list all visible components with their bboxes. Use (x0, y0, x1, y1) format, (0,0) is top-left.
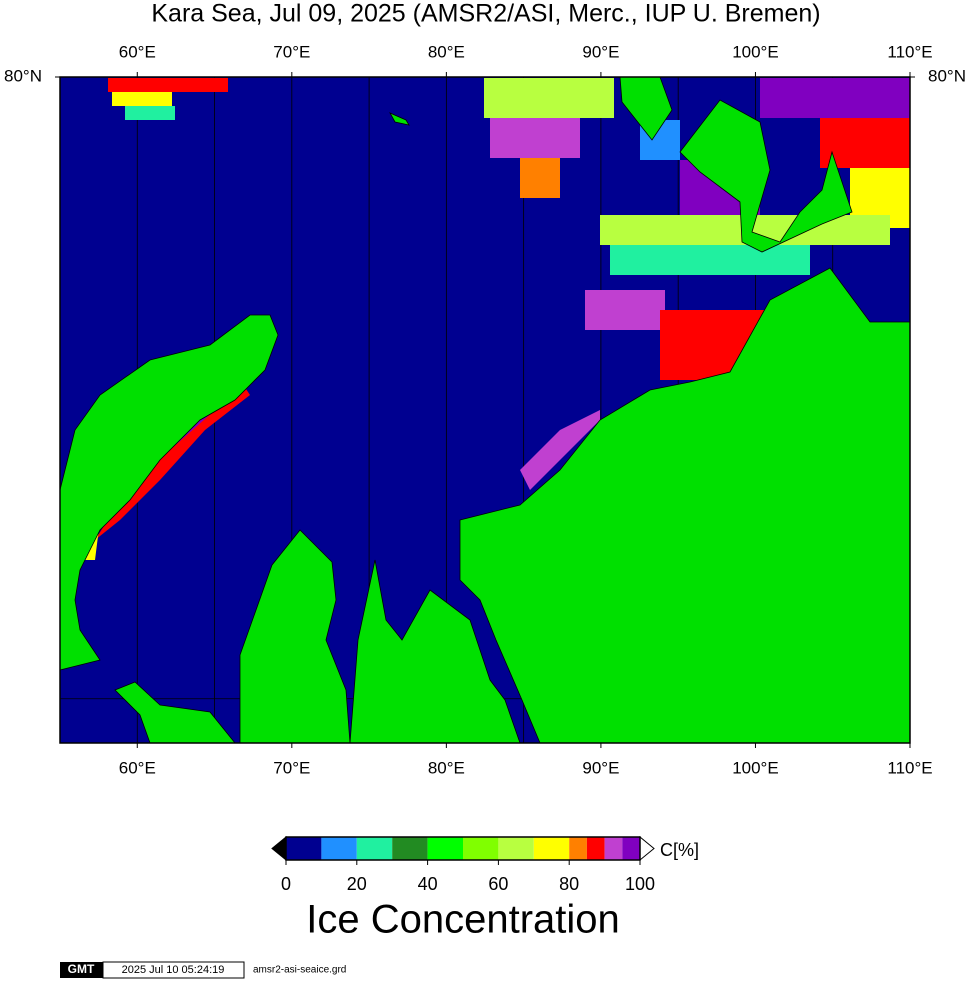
ice-cell (520, 410, 600, 490)
colorbar-frame (285, 836, 641, 861)
colorbar-tick-label: 60 (488, 874, 508, 894)
ice-cell (95, 380, 250, 540)
colorbar-segment (286, 837, 322, 860)
colorbar-title: Ice Concentration (306, 898, 620, 942)
colorbar-under (271, 835, 287, 862)
ice-cell (484, 78, 614, 118)
x-tick-label: 90°E (582, 42, 619, 61)
colorbar-tick-label: 0 (281, 874, 291, 894)
map-frame (59, 76, 911, 744)
colorbar-tick-label: 80 (559, 874, 579, 894)
novaya-zemlya (59, 314, 279, 671)
colorbar-label: C[%] (660, 840, 699, 860)
x-tick-label: 90°E (582, 758, 619, 777)
ice-cell (820, 118, 910, 168)
colorbar-segment (569, 837, 587, 860)
x-tick-label: 80°E (428, 758, 465, 777)
y-tick-label: 80°N (4, 66, 42, 85)
x-tick-label: 80°E (428, 42, 465, 61)
colorbar-segment (622, 837, 640, 860)
land (59, 76, 911, 744)
colorbar-segment (463, 837, 499, 860)
colorbar: C[%] 0 20 40 60 80 100 (271, 835, 699, 894)
colorbar-segment (427, 837, 463, 860)
timestamp-box (102, 961, 245, 979)
colorbar-segment (321, 837, 357, 860)
ice-cells (75, 78, 910, 560)
colorbar-segment (586, 837, 605, 860)
x-tick-label: 60°E (119, 42, 156, 61)
vaygach (114, 681, 236, 744)
y-tick-label: 80°N (928, 66, 966, 85)
taymyr (459, 267, 911, 744)
x-tick-label: 110°E (887, 42, 932, 61)
island (389, 112, 410, 126)
ice-cell (760, 78, 910, 118)
colorbar-over (639, 835, 655, 862)
x-tick-label: 110°E (887, 758, 932, 777)
x-tick-label: 70°E (273, 42, 310, 61)
file-name: amsr2-asi-seaice.grd (253, 965, 346, 976)
colorbar-tick-label: 20 (347, 874, 367, 894)
logo-box (60, 962, 103, 978)
x-tick-label: 60°E (119, 758, 156, 777)
ice-cell (112, 92, 172, 106)
ice-cell (610, 245, 810, 275)
colorbar-segment (392, 837, 428, 860)
ice-cell (520, 158, 560, 198)
ice-cell (585, 290, 665, 330)
gydan (349, 559, 521, 744)
colorbar-tick-label: 100 (625, 874, 655, 894)
x-tick-label: 100°E (732, 42, 779, 61)
severnaya-zemlya (679, 99, 853, 253)
ice-cell (108, 78, 228, 92)
colorbar-segment (498, 837, 534, 860)
ice-cell (490, 118, 580, 158)
colorbar-tick-label: 40 (418, 874, 438, 894)
ice-cell (125, 106, 175, 120)
axes: 60°E 60°E 70°E 70°E 80°E 80°E 90°E 90°E 100°E 100… (4, 42, 966, 777)
colorbar-segment (533, 837, 570, 860)
logo: GMT (68, 962, 95, 976)
colorbar-segment (356, 837, 393, 860)
colorbar-segment (604, 837, 623, 860)
timestamp: 2025 Jul 10 05:24:19 (122, 964, 225, 976)
title: Kara Sea, Jul 09, 2025 (AMSR2/ASI, Merc.… (151, 0, 820, 28)
x-tick-label: 70°E (273, 758, 310, 777)
x-tick-label: 100°E (732, 758, 779, 777)
